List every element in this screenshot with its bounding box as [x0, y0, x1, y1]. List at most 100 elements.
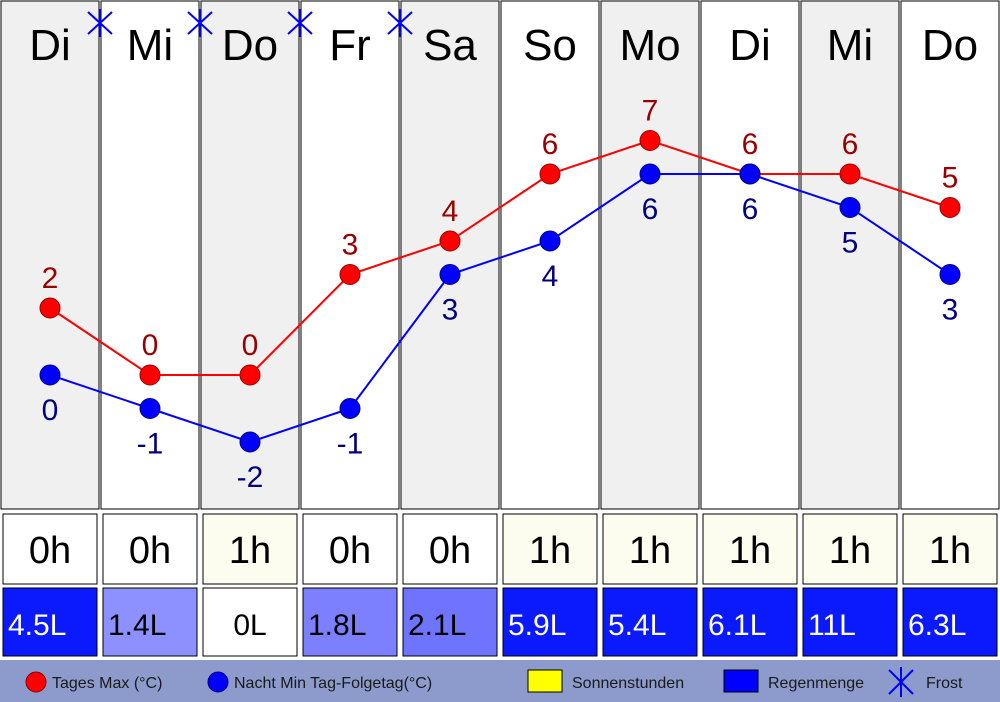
- day-column-8: [800, 0, 900, 510]
- frost-icon-4: [387, 9, 413, 37]
- legend-sun-swatch: [527, 669, 563, 693]
- rain-label-5: 5.9L: [508, 609, 566, 642]
- temp-label-0-1: 0: [142, 329, 159, 362]
- day-label-8: Mi: [827, 21, 873, 70]
- sun-label-8: 1h: [829, 530, 871, 572]
- legend-frost-label: Frost: [926, 675, 963, 692]
- temp-label-1-1: -1: [137, 428, 164, 461]
- sun-label-3: 0h: [329, 530, 371, 572]
- point-1-7: [739, 163, 761, 185]
- rain-label-6: 5.4L: [608, 609, 666, 642]
- legend-sun-label: Sonnenstunden: [572, 675, 684, 692]
- temperature-lines: [49, 139, 951, 444]
- legend-min-label: Nacht Min Tag-Folgetag(°C): [234, 675, 432, 692]
- legend-rain-label: Regenmenge: [768, 675, 864, 692]
- sun-label-0: 0h: [29, 530, 71, 572]
- day-label-4: Sa: [423, 21, 477, 70]
- point-0-0: [39, 297, 61, 319]
- day-label-9: Do: [922, 21, 978, 70]
- point-1-8: [839, 197, 861, 218]
- day-column-2: [200, 0, 300, 510]
- temp-label-0-7: 6: [742, 128, 759, 161]
- point-0-8: [839, 163, 861, 185]
- sun-label-6: 1h: [629, 530, 671, 572]
- frost-icon-1: [87, 9, 113, 37]
- temp-label-1-7: 6: [742, 193, 759, 226]
- day-column-1: [100, 0, 200, 510]
- rain-cell-1: [102, 587, 198, 657]
- legend-min-marker: [207, 671, 229, 693]
- frost-icon-3: [287, 9, 313, 37]
- temp-label-1-2: -2: [237, 461, 264, 494]
- point-0-1: [139, 364, 161, 386]
- rain-row: 4.5L 1.4L 0L 1.8L 2.1L 5.9L 5.4L 6.1L 11L 6.3L: [2, 587, 998, 657]
- day-column-5: [500, 0, 600, 510]
- day-column-7: [700, 0, 800, 510]
- sun-cell-9: [902, 513, 998, 585]
- day-label-5: So: [523, 21, 577, 70]
- temp-label-1-9: 3: [942, 294, 959, 327]
- temp-label-0-4: 4: [442, 195, 459, 228]
- day-label-7: Di: [729, 21, 771, 70]
- temp-label-1-5: 4: [542, 260, 559, 293]
- sun-label-5: 1h: [529, 530, 571, 572]
- temp-label-0-8: 6: [842, 128, 859, 161]
- sunshine-row: 0h 0h 1h 0h 0h 1h 1h 1h 1h 1h: [2, 513, 998, 585]
- temp-label-0-6: 7: [642, 95, 659, 128]
- temp-label-1-3: -1: [337, 428, 364, 461]
- rain-cell-6: [602, 587, 698, 657]
- day-column-9: [900, 0, 1000, 510]
- day-columns: [0, 0, 1000, 510]
- temp-label-1-0: 0: [42, 394, 59, 427]
- rain-cell-5: [502, 587, 598, 657]
- sun-label-7: 1h: [729, 530, 771, 572]
- legend: Tages Max (°C) Nacht Min Tag-Folgetag(°C…: [0, 660, 1000, 702]
- rain-label-2: 0L: [233, 609, 266, 642]
- rain-label-8: 11L: [808, 609, 856, 642]
- point-0-9: [939, 197, 961, 218]
- rain-label-9: 6.3L: [908, 609, 966, 642]
- rain-cell-9: [902, 587, 998, 657]
- point-1-4: [439, 264, 461, 285]
- sun-label-1: 0h: [129, 530, 171, 572]
- day-label-6: Mo: [619, 21, 680, 70]
- sun-cell-5: [502, 513, 598, 585]
- rain-cell-4: [402, 587, 498, 657]
- rain-cell-3: [302, 587, 398, 657]
- sun-label-2: 1h: [229, 530, 271, 572]
- day-column-3: [300, 0, 400, 510]
- rain-label-1: 1.4L: [108, 609, 166, 642]
- point-0-4: [439, 230, 461, 252]
- day-label-2: Do: [222, 21, 278, 70]
- day-label-1: Mi: [127, 21, 173, 70]
- sun-cell-8: [802, 513, 898, 585]
- rain-label-4: 2.1L: [408, 609, 466, 642]
- temp-label-0-9: 5: [942, 162, 959, 195]
- sun-cell-4: [402, 513, 498, 585]
- point-1-5: [539, 230, 561, 252]
- rain-label-0: 4.5L: [8, 609, 66, 642]
- point-0-2: [239, 364, 261, 386]
- rain-label-7: 6.1L: [708, 609, 766, 642]
- sun-cell-3: [302, 513, 398, 585]
- point-0-3: [339, 264, 361, 285]
- point-1-1: [139, 398, 161, 419]
- legend-max-label: Tages Max (°C): [52, 675, 162, 692]
- point-1-9: [939, 264, 961, 285]
- day-labels: Di Mi Do Fr Sa So Mo Di Mi Do: [29, 21, 978, 70]
- day-label-3: Fr: [329, 21, 371, 70]
- day-label-0: Di: [29, 21, 71, 70]
- rain-cell-2: [202, 587, 298, 657]
- point-0-6: [639, 130, 661, 151]
- day-column-4: [400, 0, 500, 510]
- temp-label-1-4: 3: [442, 294, 459, 327]
- sun-cell-6: [602, 513, 698, 585]
- rain-cell-0: [2, 587, 98, 657]
- sun-cell-7: [702, 513, 798, 585]
- temperature-labels: 2 0 0 3 4 6 7 6 6 5 0 -1 -2 -1 3 4 6 6 5 3: [42, 95, 959, 495]
- point-1-3: [339, 398, 361, 419]
- legend-rain-swatch: [723, 669, 759, 693]
- legend-bar: [0, 660, 1000, 702]
- series-line-1: [49, 173, 951, 444]
